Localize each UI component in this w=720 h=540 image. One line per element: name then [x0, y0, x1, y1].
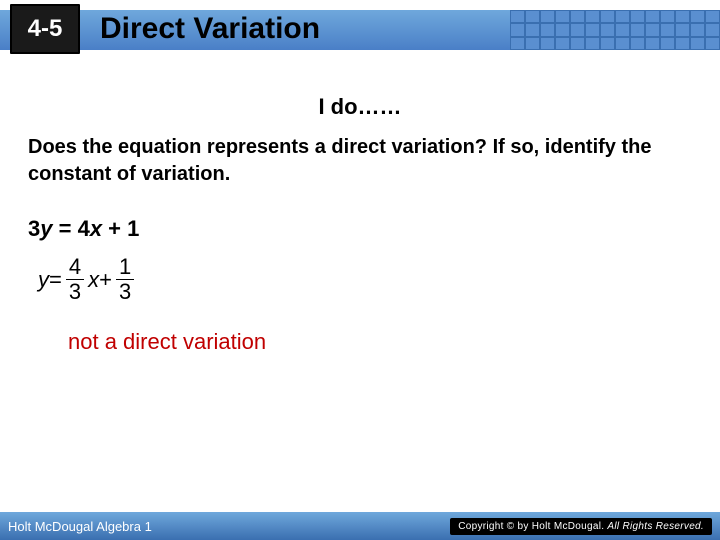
eq2-equals: = [49, 267, 62, 293]
slide-content: I do…… Does the equation represents a di… [0, 60, 720, 355]
eq2-frac1-num: 4 [66, 256, 84, 280]
eq2-fraction-1: 4 3 [66, 256, 84, 303]
question-text: Does the equation represents a direct va… [28, 134, 692, 188]
equation-2: y = 4 3 x + 1 3 [28, 256, 692, 303]
lesson-title: Direct Variation [100, 12, 320, 46]
eq2-frac2-num: 1 [116, 256, 134, 280]
eq1-const: + 1 [102, 216, 139, 241]
answer-text: not a direct variation [68, 329, 692, 355]
slide-footer: Holt McDougal Algebra 1 Copyright © by H… [0, 512, 720, 540]
eq2-fraction-2: 1 3 [116, 256, 134, 303]
lesson-number: 4-5 [28, 15, 63, 43]
slide-header: 4-5 Direct Variation [0, 0, 720, 60]
header-grid-pattern [510, 10, 720, 50]
copyright-prefix: Copyright © by Holt McDougal. [458, 521, 607, 532]
equation-1: 3y = 4x + 1 [28, 216, 692, 242]
eq2-plus: + [99, 267, 112, 293]
copyright-suffix: All Rights Reserved. [607, 521, 704, 532]
eq1-eq-coef-x: = 4 [53, 216, 90, 241]
eq2-frac2-den: 3 [119, 280, 131, 303]
eq2-x: x [88, 267, 99, 293]
eq1-coef-y: 3 [28, 216, 40, 241]
eq2-y: y [38, 267, 49, 293]
eq2-frac1-den: 3 [69, 280, 81, 303]
lesson-number-badge: 4-5 [10, 4, 80, 54]
eq1-x: x [90, 216, 102, 241]
eq1-y: y [40, 216, 52, 241]
footer-copyright: Copyright © by Holt McDougal. All Rights… [450, 518, 712, 535]
footer-textbook: Holt McDougal Algebra 1 [8, 519, 152, 534]
ido-heading: I do…… [28, 94, 692, 120]
